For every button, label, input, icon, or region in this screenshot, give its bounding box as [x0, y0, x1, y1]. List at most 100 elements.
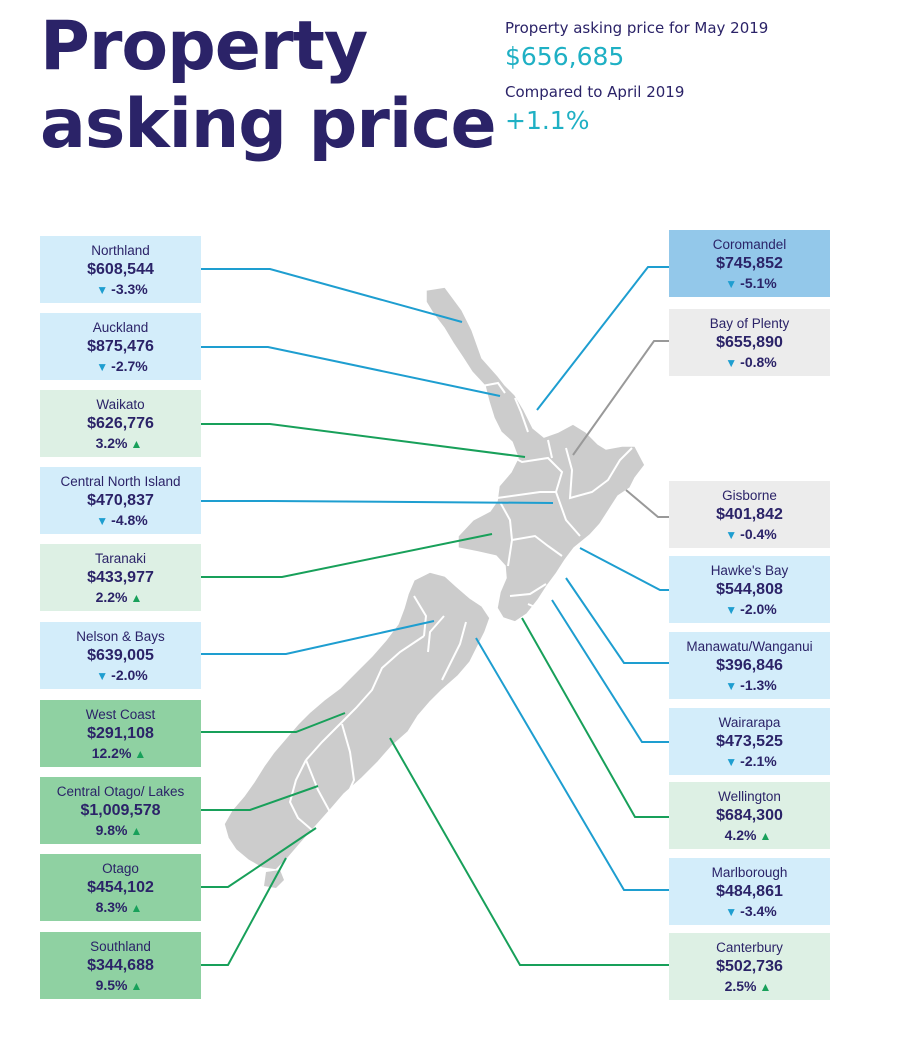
region-box-southland: Southland $344,688 9.5% [40, 932, 201, 999]
down-arrow-icon [96, 667, 108, 686]
region-change: -2.0% [40, 666, 201, 686]
comparison-value: +1.1% [505, 106, 590, 135]
region-name: Central Otago/ Lakes [56, 784, 185, 799]
may-price-value: $656,685 [505, 42, 625, 71]
region-price: $454,102 [87, 879, 154, 896]
region-change-value: -3.4% [740, 903, 777, 919]
down-arrow-icon [725, 601, 737, 620]
down-arrow-icon [96, 281, 108, 300]
region-box-canterbury: Canterbury $502,736 2.5% [669, 933, 830, 1000]
north-island-shape [425, 286, 646, 623]
region-change-value: 9.8% [95, 822, 128, 838]
region-price: $608,544 [87, 261, 154, 278]
up-arrow-icon [131, 822, 143, 841]
national-summary: Property asking price for May 2019 $656,… [505, 18, 768, 146]
region-change-value: -2.7% [111, 358, 148, 374]
region-box-bay-of-plenty: Bay of Plenty $655,890 -0.8% [669, 309, 830, 376]
down-arrow-icon [725, 677, 737, 696]
up-arrow-icon [131, 899, 143, 918]
down-arrow-icon [725, 354, 737, 373]
region-box-taranaki: Taranaki $433,977 2.2% [40, 544, 201, 611]
up-arrow-icon [760, 978, 772, 997]
region-name: Auckland [92, 320, 149, 335]
region-name: Bay of Plenty [709, 316, 790, 331]
region-change: -1.3% [669, 676, 830, 696]
region-change: -0.4% [669, 525, 830, 545]
region-name: Otago [102, 861, 139, 876]
region-change-value: -1.3% [740, 677, 777, 693]
region-box-wairarapa: Wairarapa $473,525 -2.1% [669, 708, 830, 775]
region-name: Coromandel [712, 237, 787, 252]
region-name: Waikato [96, 397, 145, 412]
region-box-manawatu-wanganui: Manawatu/Wanganui $396,846 -1.3% [669, 632, 830, 699]
region-change: 9.8% [40, 821, 201, 841]
region-name: West Coast [85, 707, 156, 722]
region-price: $1,009,578 [80, 802, 161, 819]
region-change-value: -3.3% [111, 281, 148, 297]
region-box-gisborne: Gisborne $401,842 -0.4% [669, 481, 830, 548]
region-price: $484,861 [716, 883, 783, 900]
region-box-hawke-s-bay: Hawke's Bay $544,808 -2.0% [669, 556, 830, 623]
title-line-1: Property [40, 7, 368, 86]
region-change: 4.2% [669, 826, 830, 846]
region-box-west-coast: West Coast $291,108 12.2% [40, 700, 201, 767]
region-change-value: -5.1% [740, 275, 777, 291]
region-change-value: 2.2% [95, 589, 128, 605]
region-change: -2.0% [669, 600, 830, 620]
region-price: $291,108 [87, 725, 154, 742]
region-change: -0.8% [669, 353, 830, 373]
region-change-value: -0.4% [740, 526, 777, 542]
region-name: Gisborne [722, 488, 777, 503]
comparison-label: Compared to April 2019 [505, 83, 685, 101]
region-price: $344,688 [87, 957, 154, 974]
region-box-marlborough: Marlborough $484,861 -3.4% [669, 858, 830, 925]
region-box-northland: Northland $608,544 -3.3% [40, 236, 201, 303]
region-box-coromandel: Coromandel $745,852 -5.1% [669, 230, 830, 297]
region-change: -2.1% [669, 752, 830, 772]
region-change-value: -4.8% [111, 512, 148, 528]
region-box-nelson-and-bays: Nelson & Bays $639,005 -2.0% [40, 622, 201, 689]
page-title: Property asking price [40, 7, 497, 164]
region-box-central-north-island: Central North Island $470,837 -4.8% [40, 467, 201, 534]
region-change: -3.3% [40, 280, 201, 300]
south-island-borders [288, 595, 467, 857]
leader-lines-right [389, 266, 669, 966]
region-name: Marlborough [711, 865, 788, 880]
region-price: $684,300 [716, 807, 783, 824]
region-name: Central North Island [60, 474, 181, 489]
title-line-2: asking price [40, 85, 497, 164]
region-name: Canterbury [716, 940, 783, 955]
leader-lines-left [201, 268, 554, 966]
up-arrow-icon [131, 589, 143, 608]
south-island-shape [223, 571, 491, 871]
down-arrow-icon [96, 512, 108, 531]
region-change: 9.5% [40, 976, 201, 996]
region-box-wellington: Wellington $684,300 4.2% [669, 782, 830, 849]
region-price: $544,808 [716, 581, 783, 598]
region-price: $396,846 [716, 657, 783, 674]
region-price: $655,890 [716, 334, 783, 351]
region-change-value: -2.0% [111, 667, 148, 683]
region-box-otago: Otago $454,102 8.3% [40, 854, 201, 921]
down-arrow-icon [725, 753, 737, 772]
up-arrow-icon [760, 827, 772, 846]
region-name: Wellington [718, 789, 781, 804]
region-name: Manawatu/Wanganui [686, 639, 813, 654]
region-change: -3.4% [669, 902, 830, 922]
north-island-borders [481, 381, 633, 613]
up-arrow-icon [134, 745, 146, 764]
region-change-value: 4.2% [724, 827, 757, 843]
region-name: Wairarapa [718, 715, 781, 730]
down-arrow-icon [725, 275, 737, 294]
may-price-label: Property asking price for May 2019 [505, 19, 769, 37]
region-price: $401,842 [716, 506, 783, 523]
region-change: -5.1% [669, 274, 830, 294]
down-arrow-icon [96, 358, 108, 377]
region-change-value: 2.5% [724, 978, 757, 994]
region-box-auckland: Auckland $875,476 -2.7% [40, 313, 201, 380]
region-price: $875,476 [87, 338, 154, 355]
region-change-value: -0.8% [740, 354, 777, 370]
region-box-central-otago-lakes: Central Otago/ Lakes $1,009,578 9.8% [40, 777, 201, 844]
region-name: Hawke's Bay [710, 563, 789, 578]
